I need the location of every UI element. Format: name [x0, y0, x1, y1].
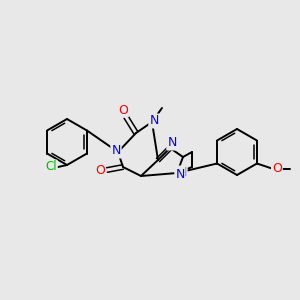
Text: N: N	[111, 145, 121, 158]
Text: O: O	[95, 164, 105, 178]
Text: O: O	[272, 162, 282, 175]
Text: N: N	[167, 136, 177, 149]
Text: Cl: Cl	[45, 160, 57, 173]
Text: N: N	[175, 167, 185, 181]
Text: N: N	[149, 115, 159, 128]
Text: O: O	[118, 103, 128, 116]
Text: N: N	[177, 167, 187, 179]
